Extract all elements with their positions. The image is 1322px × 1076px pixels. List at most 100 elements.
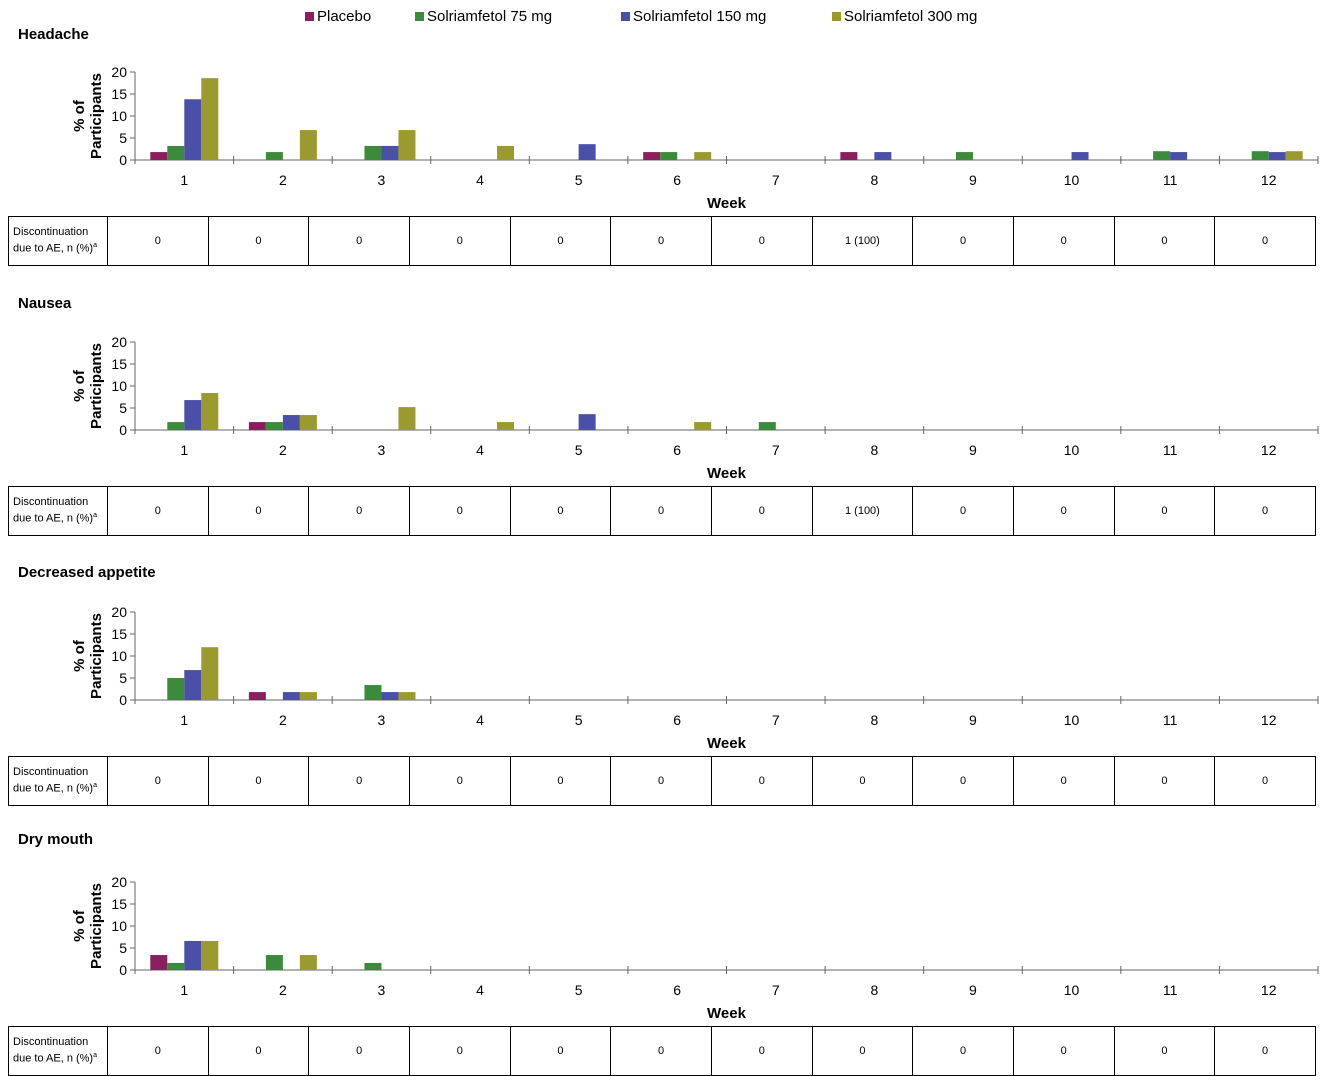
bar-solriamfetol-150-mg-week-8 bbox=[874, 152, 891, 160]
discontinuation-cell-week-5: 0 bbox=[510, 487, 611, 536]
chart-headache: 05101520% of Participants1 2 3 4 5 6 7 8 9 10 11 12W… bbox=[0, 0, 1322, 215]
x-tick-label: 6 bbox=[673, 712, 681, 728]
bar-solriamfetol-75-mg-week-1 bbox=[167, 422, 184, 430]
bar-solriamfetol-150-mg-week-1 bbox=[184, 670, 201, 700]
y-axis-title: % of Participants bbox=[71, 613, 105, 699]
x-tick-label: 3 bbox=[378, 982, 386, 998]
bar-solriamfetol-300-mg-week-2 bbox=[300, 130, 317, 160]
discontinuation-cell-week-12: 0 bbox=[1215, 487, 1316, 536]
y-axis-title-line1: % of bbox=[71, 909, 88, 942]
bar-solriamfetol-300-mg-week-6 bbox=[694, 152, 711, 160]
y-tick-label: 20 bbox=[111, 874, 127, 890]
bar-solriamfetol-150-mg-week-12 bbox=[1269, 152, 1286, 160]
discontinuation-cell-week-2: 0 bbox=[208, 757, 309, 806]
discontinuation-cell-week-4: 0 bbox=[409, 757, 510, 806]
x-tick-label: 4 bbox=[476, 712, 484, 728]
x-tick-label: 2 bbox=[279, 442, 287, 458]
y-tick-label: 0 bbox=[119, 152, 127, 168]
discontinuation-cell-week-5: 0 bbox=[510, 1027, 611, 1076]
discontinuation-cell-week-9: 0 bbox=[913, 757, 1014, 806]
discontinuation-cell-week-3: 0 bbox=[309, 1027, 410, 1076]
x-tick-label: 6 bbox=[673, 442, 681, 458]
bar-solriamfetol-300-mg-week-6 bbox=[694, 422, 711, 430]
x-tick-label: 11 bbox=[1163, 172, 1178, 188]
bar-solriamfetol-300-mg-week-2 bbox=[300, 692, 317, 700]
bar-solriamfetol-150-mg-week-2 bbox=[283, 692, 300, 700]
bar-solriamfetol-150-mg-week-1 bbox=[184, 941, 201, 970]
y-axis-title-line1: % of bbox=[71, 99, 88, 132]
x-axis-title: Week bbox=[707, 735, 747, 752]
discontinuation-cell-week-7: 0 bbox=[711, 487, 812, 536]
y-tick-label: 0 bbox=[119, 962, 127, 978]
discontinuation-cell-week-11: 0 bbox=[1114, 1027, 1215, 1076]
y-tick-label: 20 bbox=[111, 604, 127, 620]
discontinuation-row: Discontinuation due to AE, n (%)a 000000… bbox=[9, 757, 1316, 806]
bar-solriamfetol-300-mg-week-4 bbox=[497, 146, 514, 160]
x-tick-label: 12 bbox=[1261, 442, 1277, 458]
x-tick-label: 10 bbox=[1064, 712, 1080, 728]
x-tick-label: 8 bbox=[870, 172, 878, 188]
y-tick-label: 20 bbox=[111, 334, 127, 350]
x-tick-label: 5 bbox=[575, 982, 583, 998]
discontinuation-cell-week-11: 0 bbox=[1114, 757, 1215, 806]
discontinuation-cell-week-1: 0 bbox=[108, 757, 209, 806]
discontinuation-label: Discontinuation due to AE, n (%)a bbox=[9, 217, 108, 266]
x-tick-label: 5 bbox=[575, 172, 583, 188]
y-tick-label: 0 bbox=[119, 422, 127, 438]
y-tick-label: 10 bbox=[111, 378, 127, 394]
x-tick-label: 2 bbox=[279, 982, 287, 998]
y-axis-title-line1: % of bbox=[71, 639, 88, 672]
y-axis-title-line2: Participants bbox=[88, 343, 105, 429]
y-tick-label: 5 bbox=[119, 940, 127, 956]
bar-placebo-week-2 bbox=[249, 422, 266, 430]
x-tick-label: 1 bbox=[180, 712, 188, 728]
x-tick-label: 5 bbox=[575, 442, 583, 458]
x-tick-label: 4 bbox=[476, 172, 484, 188]
y-tick-label: 15 bbox=[111, 626, 127, 642]
x-tick-label: 11 bbox=[1163, 712, 1178, 728]
y-axis-title-line2: Participants bbox=[88, 883, 105, 969]
bar-placebo-week-6 bbox=[643, 152, 660, 160]
x-tick-label: 3 bbox=[378, 442, 386, 458]
discontinuation-label: Discontinuation due to AE, n (%)a bbox=[9, 1027, 108, 1076]
discontinuation-cell-week-7: 0 bbox=[711, 217, 812, 266]
x-tick-label: 11 bbox=[1163, 442, 1178, 458]
bar-placebo-week-8 bbox=[840, 152, 857, 160]
discontinuation-cell-week-4: 0 bbox=[409, 217, 510, 266]
bar-solriamfetol-150-mg-week-1 bbox=[184, 99, 201, 160]
x-tick-label: 2 bbox=[279, 172, 287, 188]
discontinuation-cell-week-11: 0 bbox=[1114, 217, 1215, 266]
y-tick-label: 15 bbox=[111, 86, 127, 102]
y-tick-label: 20 bbox=[111, 64, 127, 80]
y-axis-title: % of Participants bbox=[71, 73, 105, 159]
discontinuation-cell-week-3: 0 bbox=[309, 487, 410, 536]
bar-solriamfetol-300-mg-week-1 bbox=[201, 78, 218, 160]
bar-solriamfetol-75-mg-week-1 bbox=[167, 963, 184, 970]
discontinuation-cell-week-1: 0 bbox=[108, 217, 209, 266]
y-axis-title: % of Participants bbox=[71, 883, 105, 969]
x-tick-label: 2 bbox=[279, 712, 287, 728]
bar-solriamfetol-150-mg-week-3 bbox=[381, 146, 398, 160]
x-tick-label: 7 bbox=[772, 712, 780, 728]
y-tick-label: 5 bbox=[119, 400, 127, 416]
discontinuation-cell-week-8: 0 bbox=[812, 757, 913, 806]
discontinuation-cell-week-2: 0 bbox=[208, 487, 309, 536]
discontinuation-cell-week-2: 0 bbox=[208, 1027, 309, 1076]
x-tick-label: 1 bbox=[180, 442, 188, 458]
x-axis-title: Week bbox=[707, 465, 747, 482]
x-tick-label: 10 bbox=[1064, 172, 1080, 188]
bar-solriamfetol-75-mg-week-1 bbox=[167, 678, 184, 700]
discontinuation-cell-week-10: 0 bbox=[1013, 1027, 1114, 1076]
x-tick-label: 9 bbox=[969, 442, 977, 458]
y-tick-label: 0 bbox=[119, 692, 127, 708]
discontinuation-cell-week-3: 0 bbox=[309, 217, 410, 266]
discontinuation-cell-week-1: 0 bbox=[108, 1027, 209, 1076]
discontinuation-cell-week-9: 0 bbox=[913, 217, 1014, 266]
y-axis-title: % of Participants bbox=[71, 343, 105, 429]
y-tick-label: 10 bbox=[111, 108, 127, 124]
bar-solriamfetol-300-mg-week-3 bbox=[398, 692, 415, 700]
